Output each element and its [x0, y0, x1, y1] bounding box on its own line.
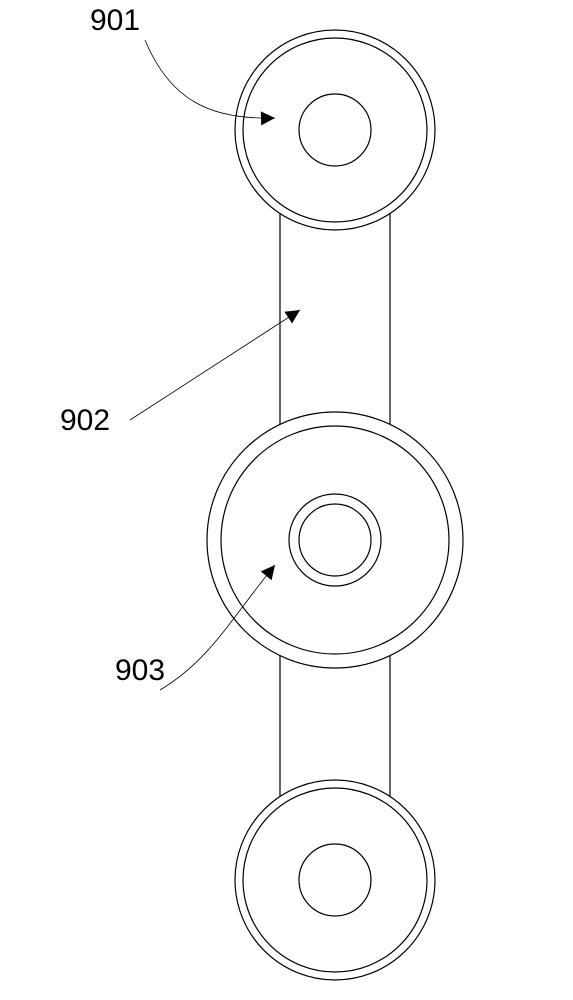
label-902: 902	[60, 404, 110, 437]
label-903: 903	[115, 654, 165, 687]
label-901: 901	[90, 4, 140, 37]
